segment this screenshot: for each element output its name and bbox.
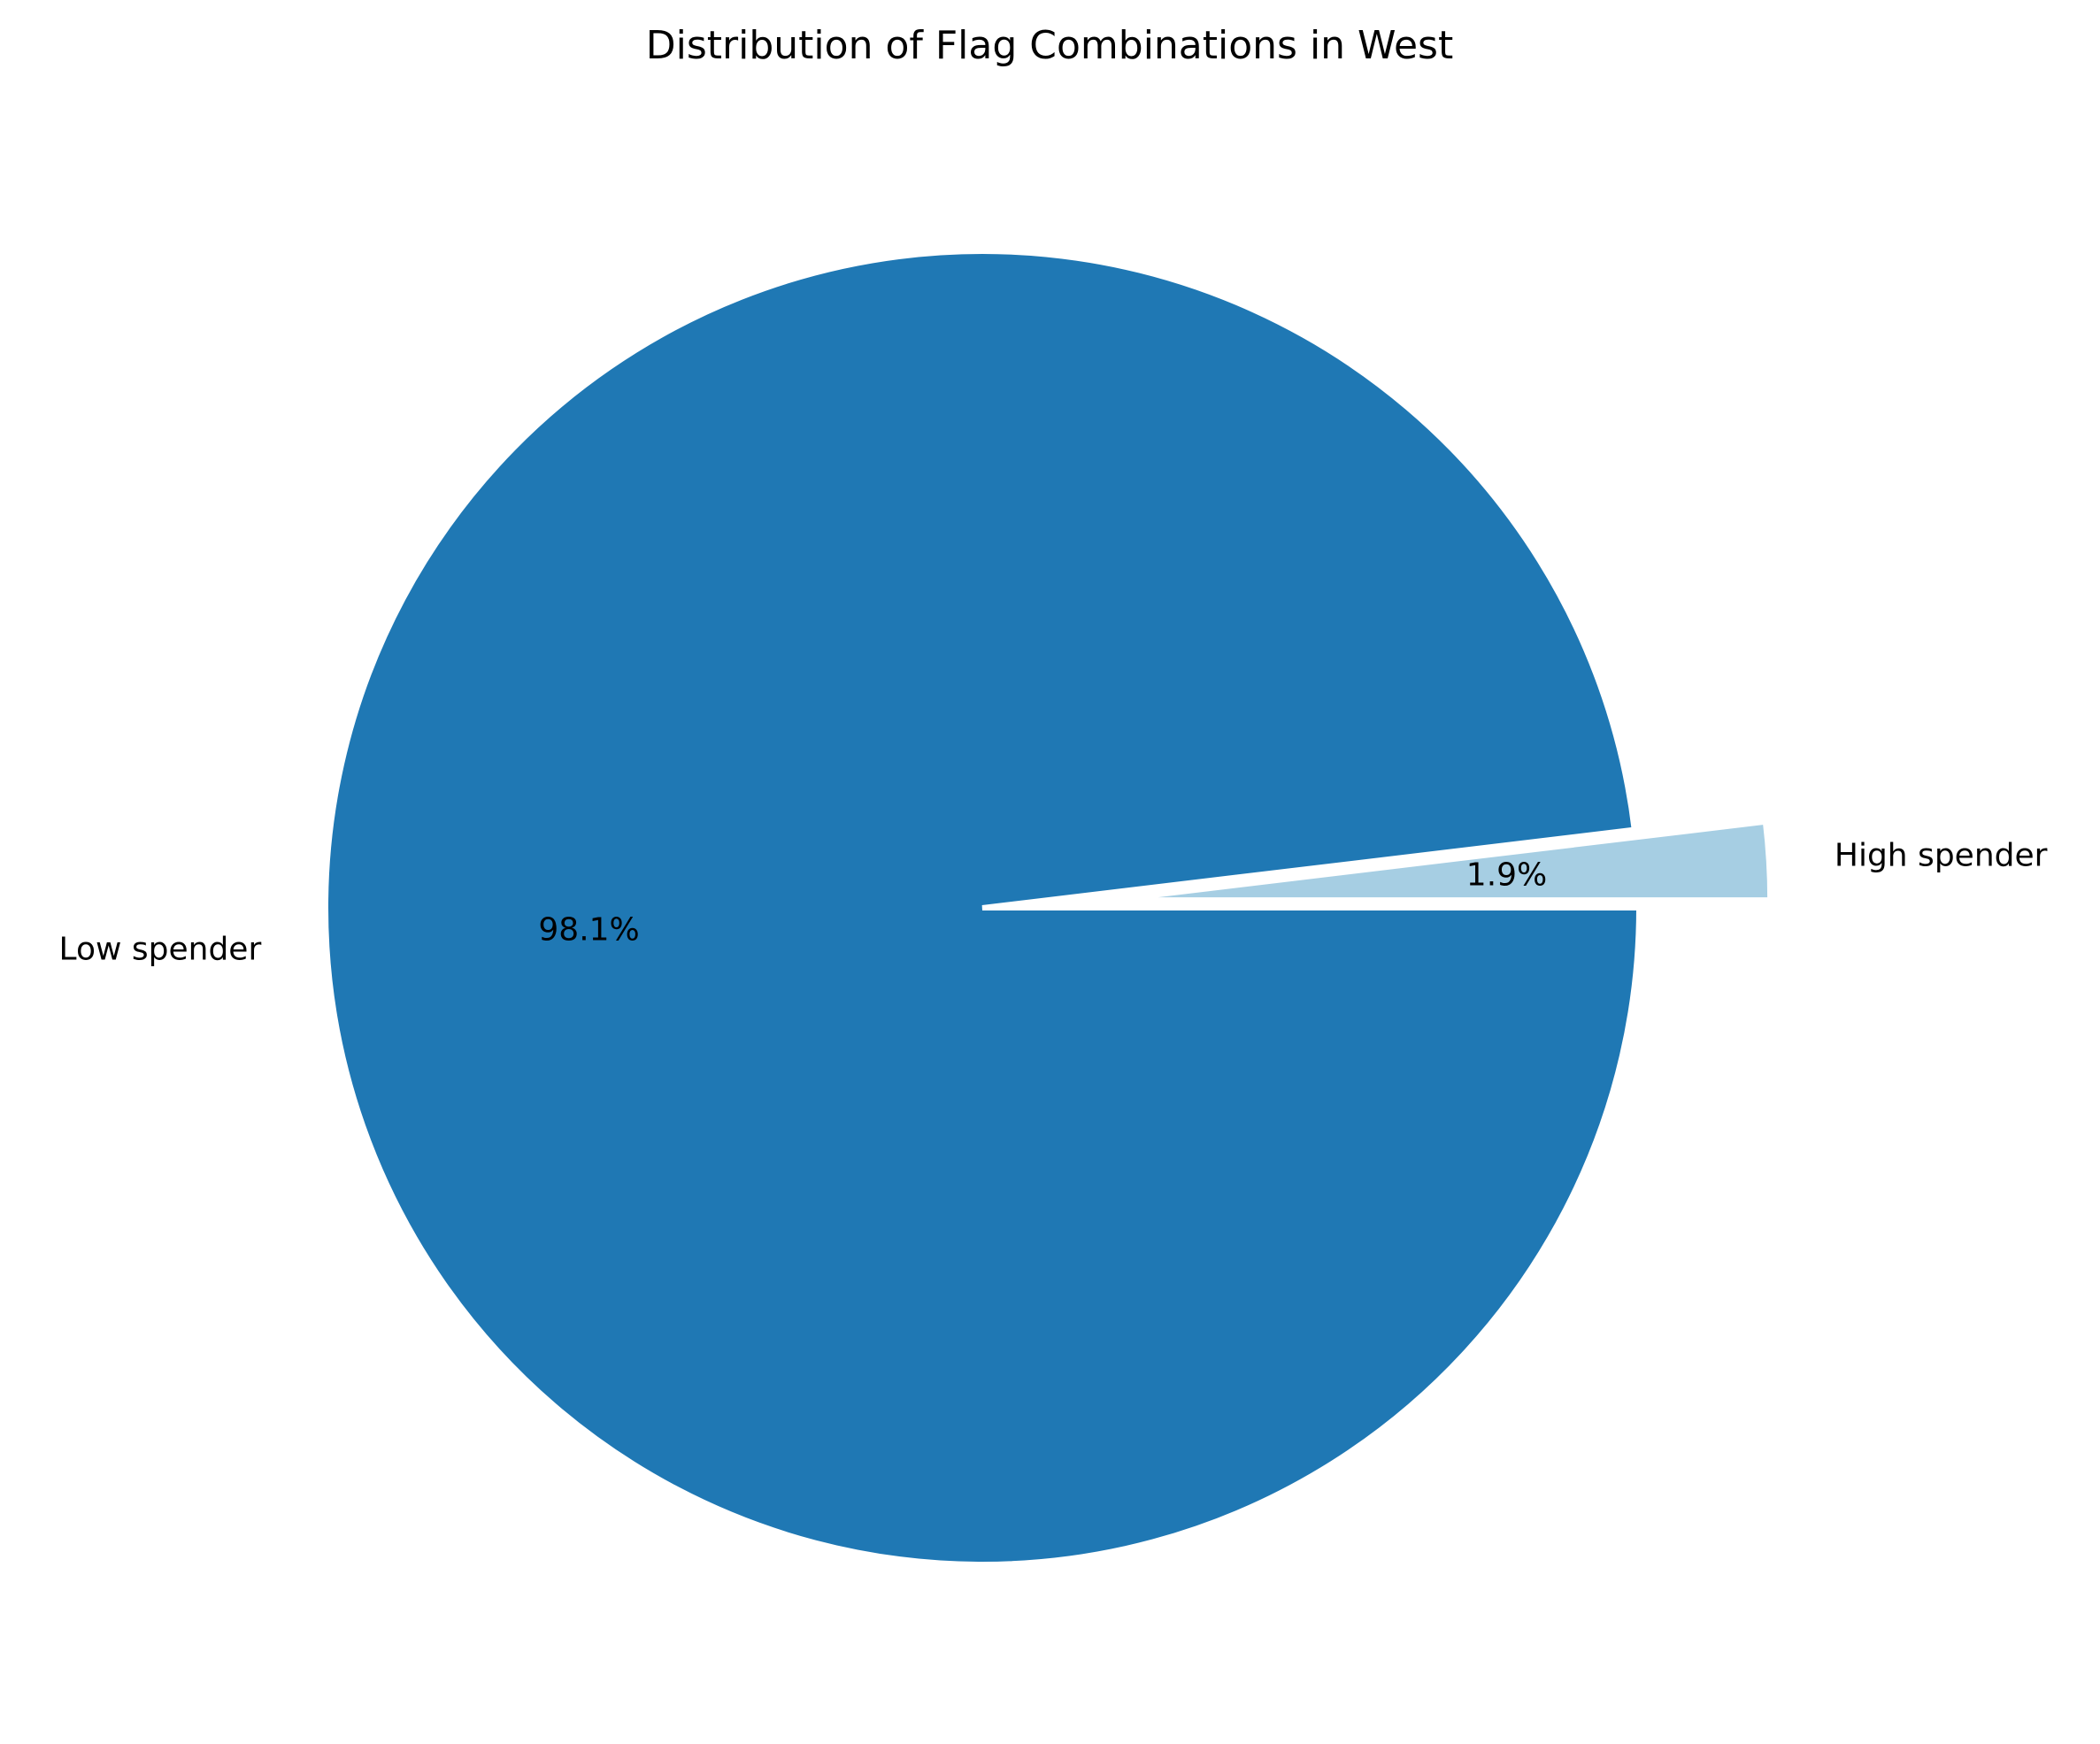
pie-slices	[323, 248, 1773, 1567]
slice-label-low-spender: Low spender	[59, 932, 262, 968]
pie-slice-high-spender	[1112, 818, 1773, 903]
chart-title: Distribution of Flag Combinations in Wes…	[646, 23, 1453, 68]
slice-pct-low-spender: 98.1%	[538, 912, 639, 949]
pie-slice-low-spender	[323, 248, 1642, 1567]
slice-label-high-spender: High spender	[1835, 837, 2048, 873]
pie-labels: High spender 1.9% Low spender 98.1%	[59, 837, 2048, 967]
slice-pct-high-spender: 1.9%	[1466, 857, 1547, 894]
